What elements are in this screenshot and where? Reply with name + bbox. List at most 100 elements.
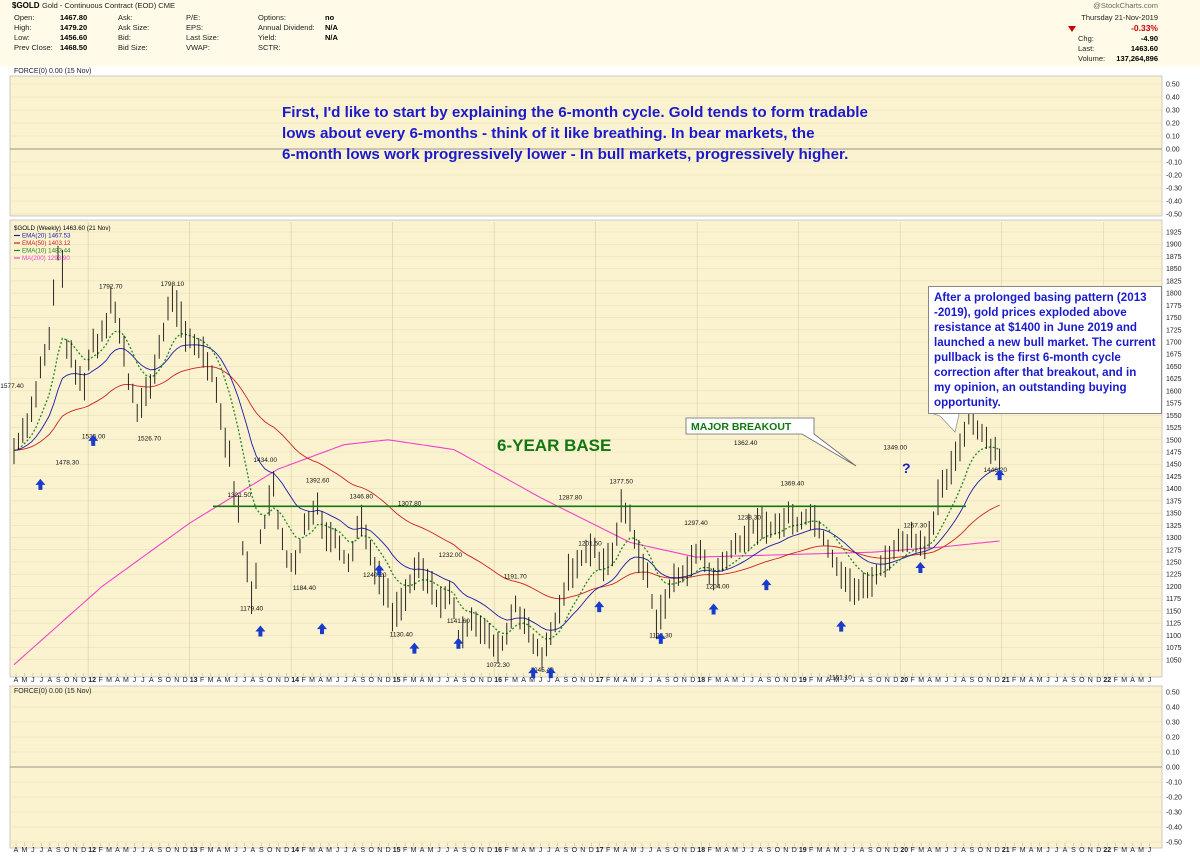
header-value: 1468.50 [60, 43, 87, 52]
x-tick-label: A [724, 847, 729, 854]
x-tick-label: D [284, 847, 289, 854]
x-tick-label: F [504, 677, 508, 684]
x-tick-label: F [403, 847, 407, 854]
force-bottom-label: FORCE(0) 0.00 (15 Nov) [14, 688, 91, 695]
x-tick-label: N [1088, 677, 1093, 684]
x-tick-label: J [40, 677, 44, 684]
up-arrow-icon [255, 625, 266, 637]
y-tick-label: 1875 [1166, 254, 1182, 261]
header-label: Ask: [118, 13, 133, 22]
value-label: 1179.40 [240, 606, 263, 613]
x-tick-label: S [767, 847, 772, 854]
x-tick-label: A [927, 677, 932, 684]
x-tick-label: S [767, 677, 772, 684]
header-label: P/E: [186, 13, 200, 22]
x-tick-label: J [843, 847, 847, 854]
value-label: 1349.00 [883, 445, 907, 452]
ema20-path [13, 344, 1000, 631]
value-label: 1346.80 [349, 494, 373, 501]
x-tick-label: F [98, 677, 102, 684]
x-tick-label: J [1046, 847, 1050, 854]
value-label: 1191.70 [504, 574, 527, 581]
up-arrow-icon [761, 579, 772, 591]
price-line [13, 245, 1001, 671]
x-tick-label: D [183, 847, 188, 854]
x-tick-label: A [1029, 847, 1034, 854]
x-tick-label: J [953, 847, 957, 854]
x-tick-label: J [539, 847, 543, 854]
x-tick-label: J [40, 847, 44, 854]
y-tick-label: 1300 [1166, 535, 1182, 542]
header-label: Low: [14, 33, 30, 42]
x-tick-label: D [995, 677, 1000, 684]
x-tick-label: M [106, 847, 112, 854]
force-axes: 0.50 0.40 0.30 0.20 0.10 0.00 -0.10 -0.20 -0.30 -… [10, 82, 1182, 847]
x-tick-label: J [1148, 677, 1152, 684]
x-tick-label: J [31, 847, 35, 854]
base-label: 6-YEAR BASE [497, 436, 611, 455]
x-tick-label: A [1130, 677, 1135, 684]
x-tick-label: D [792, 677, 797, 684]
legend: $GOLD (Weekly) 1463.60 (21 Nov)EMA(20) 1… [14, 225, 111, 262]
x-tick-label: J [742, 847, 746, 854]
force-tick-label: -0.30 [1166, 810, 1182, 817]
x-tick-label: A [758, 847, 763, 854]
x-tick-label: M [918, 847, 924, 854]
x-tick-label: F [504, 847, 508, 854]
x-tick-label: J [1148, 847, 1152, 854]
x-tick-label: D [487, 847, 492, 854]
x-tick-label: N [885, 847, 890, 854]
ma200-path [13, 439, 1000, 666]
x-tick-label: M [309, 677, 315, 684]
x-tick-label: F [911, 847, 915, 854]
y-tick-label: 1800 [1166, 291, 1182, 298]
x-tick-label: J [133, 677, 137, 684]
x-tick-label: J [141, 847, 145, 854]
y-tick-label: 1425 [1166, 474, 1182, 481]
x-tick-label: N [682, 847, 687, 854]
x-tick-label: S [970, 847, 975, 854]
cycle-line-1: First, I'd like to start by explaining t… [282, 104, 868, 121]
header-right-value: 137,264,896 [1116, 54, 1158, 63]
up-arrow-icon [409, 642, 420, 654]
up-arrow-icon [708, 603, 719, 615]
x-tick-label: M [411, 677, 417, 684]
ema20-line [13, 344, 1000, 631]
force-tick-label: 0.00 [1166, 147, 1180, 154]
x-tick-label: N [276, 677, 281, 684]
up-arrow-icon [35, 478, 46, 490]
y-axis-price: 1050 1075 1100 1125 1150 1175 1200 1225 1250 1275… [1166, 230, 1182, 665]
y-tick-label: 1825 [1166, 278, 1182, 285]
x-tick-label: D [183, 677, 188, 684]
x-tick-label: N [1088, 847, 1093, 854]
x-tick-label: N [885, 677, 890, 684]
x-tick-label: S [259, 677, 264, 684]
x-tick-label: M [1138, 677, 1144, 684]
value-label: 1240.20 [363, 572, 387, 579]
x-tick-label: 22 [1103, 677, 1111, 684]
x-tick-label: 22 [1103, 847, 1111, 854]
x-tick-label: O [673, 847, 679, 854]
value-label: 1130.40 [390, 631, 413, 638]
x-tick-label: F [200, 847, 204, 854]
y-tick-label: 1450 [1166, 462, 1182, 469]
x-tick-label: J [446, 677, 450, 684]
x-tick-label: M [411, 847, 417, 854]
x-tick-label: S [564, 847, 569, 854]
breakout-callout: MAJOR BREAKOUT [685, 417, 857, 467]
x-tick-label: A [420, 677, 425, 684]
x-tick-label: J [1055, 847, 1059, 854]
x-tick-label: M [123, 847, 129, 854]
x-tick-label: N [986, 677, 991, 684]
force-tick-label: 0.40 [1166, 705, 1180, 712]
x-tick-label: A [860, 677, 865, 684]
x-tick-label: J [640, 847, 644, 854]
x-tick-label: M [225, 847, 231, 854]
x-tick-label: D [690, 847, 695, 854]
x-tick-label: F [809, 677, 813, 684]
x-tick-label: M [529, 677, 535, 684]
force-tick-label: -0.40 [1166, 825, 1182, 832]
x-tick-label: F [606, 677, 610, 684]
up-arrow-icon [545, 667, 556, 679]
x-tick-label: M [918, 677, 924, 684]
